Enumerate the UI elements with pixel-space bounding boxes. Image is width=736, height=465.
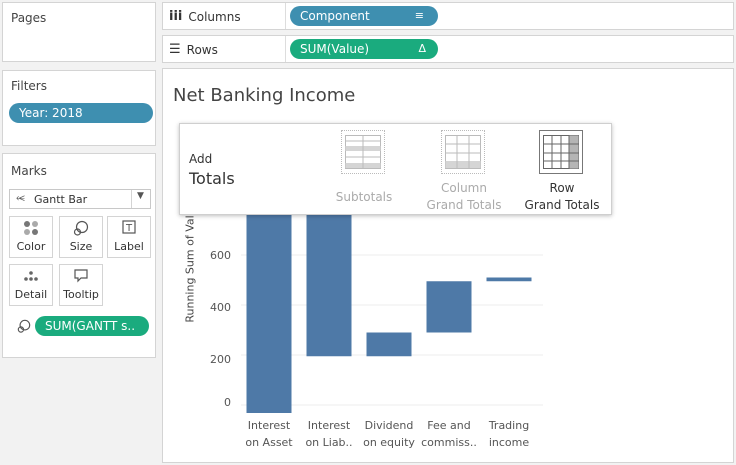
x-category-line2: on equity xyxy=(363,436,415,449)
rows-shelf: ☰ Rows SUM(Value) Δ xyxy=(162,35,734,63)
rows-pill-label: SUM(Value) xyxy=(300,42,370,56)
x-category-line2: income xyxy=(488,436,530,449)
marks-panel: Marks ⥷ Gantt Bar ▼ Color Size T Label D… xyxy=(2,153,156,358)
detail-icon xyxy=(10,268,52,288)
chart xyxy=(241,205,543,413)
x-category-label: Dividend on equity xyxy=(359,417,419,451)
x-category-line1: Interest xyxy=(307,419,351,432)
column-grand-totals-line1: Column xyxy=(441,181,487,195)
x-category-label: Fee and commiss.. xyxy=(419,417,479,451)
columns-label: Columns xyxy=(188,9,241,24)
x-category-line2: on Asset xyxy=(245,436,293,449)
marks-title: Marks xyxy=(11,164,47,178)
x-category-line1: Trading xyxy=(488,419,530,432)
size-icon xyxy=(60,220,102,240)
columns-shelf: iii Columns Component ≡ xyxy=(162,2,734,30)
column-grand-totals-line2: Grand Totals xyxy=(426,198,502,212)
gantt-bar-icon: ⥷ xyxy=(16,191,25,204)
size-button[interactable]: Size xyxy=(59,216,103,258)
subtotals-icon xyxy=(341,130,385,174)
subtotals-label: Subtotals xyxy=(335,190,393,204)
gantt-bar[interactable] xyxy=(306,205,352,357)
view-title: Net Banking Income xyxy=(173,85,356,106)
detail-label: Detail xyxy=(14,288,48,301)
columns-pill-label: Component xyxy=(300,9,370,23)
shelf-divider xyxy=(285,36,286,62)
size-shelf-icon xyxy=(17,318,31,337)
tooltip-button[interactable]: Tooltip xyxy=(59,264,103,306)
x-category-label: Trading income xyxy=(479,417,539,451)
y-tick: 0 xyxy=(224,396,231,409)
shelf-divider xyxy=(285,3,286,29)
label-button[interactable]: T Label xyxy=(107,216,151,258)
column-grand-totals-icon xyxy=(441,130,485,174)
gantt-bar[interactable] xyxy=(366,332,412,357)
popup-totals-label: Totals xyxy=(189,169,235,188)
sort-icon: ≡ xyxy=(414,9,424,22)
gantt-bar[interactable] xyxy=(426,281,472,333)
row-grand-totals-line1: Row xyxy=(549,181,575,195)
columns-shelf-label: iii Columns xyxy=(169,9,241,24)
detail-button[interactable]: Detail xyxy=(9,264,53,306)
subtotals-option[interactable]: Subtotals xyxy=(326,128,402,212)
label-icon: T xyxy=(108,220,150,240)
label-label: Label xyxy=(114,240,144,253)
x-category-label: Interest on Liab.. xyxy=(299,417,359,451)
mark-type-label: Gantt Bar xyxy=(34,193,88,206)
gantt-bar[interactable] xyxy=(486,277,532,282)
tooltip-label: Tooltip xyxy=(63,288,99,301)
filters-panel: Filters Year: 2018 xyxy=(2,70,156,146)
x-category-line1: Dividend xyxy=(364,419,414,432)
pages-title: Pages xyxy=(11,11,47,25)
rows-value-pill[interactable]: SUM(Value) Δ xyxy=(290,39,438,59)
svg-text:T: T xyxy=(125,223,133,234)
column-grand-totals-option[interactable]: Column Grand Totals xyxy=(418,128,510,212)
popup-add-label: Add xyxy=(189,152,213,166)
y-tick: 400 xyxy=(210,301,231,314)
dropdown-divider xyxy=(131,190,132,208)
row-grand-totals-icon xyxy=(539,130,583,174)
color-label: Color xyxy=(16,240,46,253)
x-category-label: Interest on Asset xyxy=(239,417,299,451)
delta-icon: Δ xyxy=(418,42,426,55)
add-totals-popup: Add Totals Subtotals Co xyxy=(179,123,612,215)
chevron-down-icon: ▼ xyxy=(137,191,144,201)
size-field-pill[interactable]: SUM(GANTT s.. xyxy=(35,316,149,336)
row-grand-totals-option[interactable]: Row Grand Totals xyxy=(516,128,608,212)
rows-icon: ☰ xyxy=(169,42,181,57)
x-category-line1: Interest xyxy=(247,419,291,432)
y-axis-label: Running Sum of Valu xyxy=(183,208,197,323)
color-dots-icon xyxy=(10,220,52,240)
mark-type-dropdown[interactable]: ⥷ Gantt Bar ▼ xyxy=(9,189,151,209)
filters-title: Filters xyxy=(11,79,47,93)
gantt-bar[interactable] xyxy=(246,205,292,413)
row-grand-totals-line2: Grand Totals xyxy=(524,198,600,212)
color-button[interactable]: Color xyxy=(9,216,53,258)
x-category-line1: Fee and xyxy=(427,419,471,432)
columns-icon: iii xyxy=(169,9,183,24)
tooltip-icon xyxy=(60,268,102,288)
columns-component-pill[interactable]: Component ≡ xyxy=(290,6,438,26)
y-tick: 200 xyxy=(210,353,231,366)
x-category-line2: commiss.. xyxy=(421,436,477,449)
rows-label: Rows xyxy=(186,42,218,57)
filter-year-pill[interactable]: Year: 2018 xyxy=(9,103,153,123)
y-tick: 600 xyxy=(210,249,231,262)
rows-shelf-label: ☰ Rows xyxy=(169,42,218,57)
pages-panel: Pages xyxy=(2,2,156,62)
size-label: Size xyxy=(69,240,93,253)
x-category-line2: on Liab.. xyxy=(305,436,353,449)
